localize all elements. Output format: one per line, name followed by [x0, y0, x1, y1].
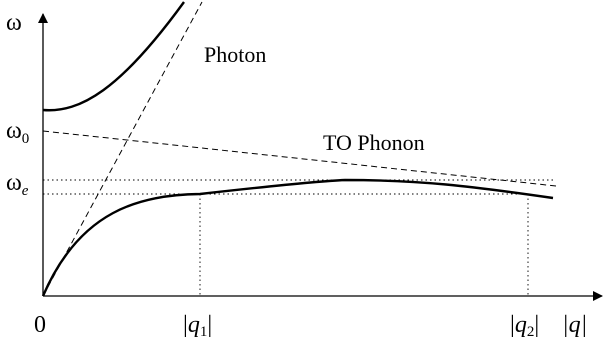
lower-polariton-branch [41, 178, 554, 297]
omega-e-label: ωe [6, 170, 29, 199]
q2-label: |q2| [510, 312, 539, 340]
x-axis-label: |q| [562, 312, 587, 338]
photon-label: Photon [204, 42, 266, 67]
to-phonon-label: TO Phonon [323, 130, 425, 155]
y-axis-label: ω [6, 10, 22, 36]
upper-polariton-branch [42, 1, 185, 112]
q1-label: |q1| [183, 312, 212, 340]
origin-label: 0 [34, 312, 46, 338]
bare-phonon-line [42, 130, 557, 187]
light-line [42, 1, 203, 297]
omega-0-label: ω0 [6, 118, 29, 147]
